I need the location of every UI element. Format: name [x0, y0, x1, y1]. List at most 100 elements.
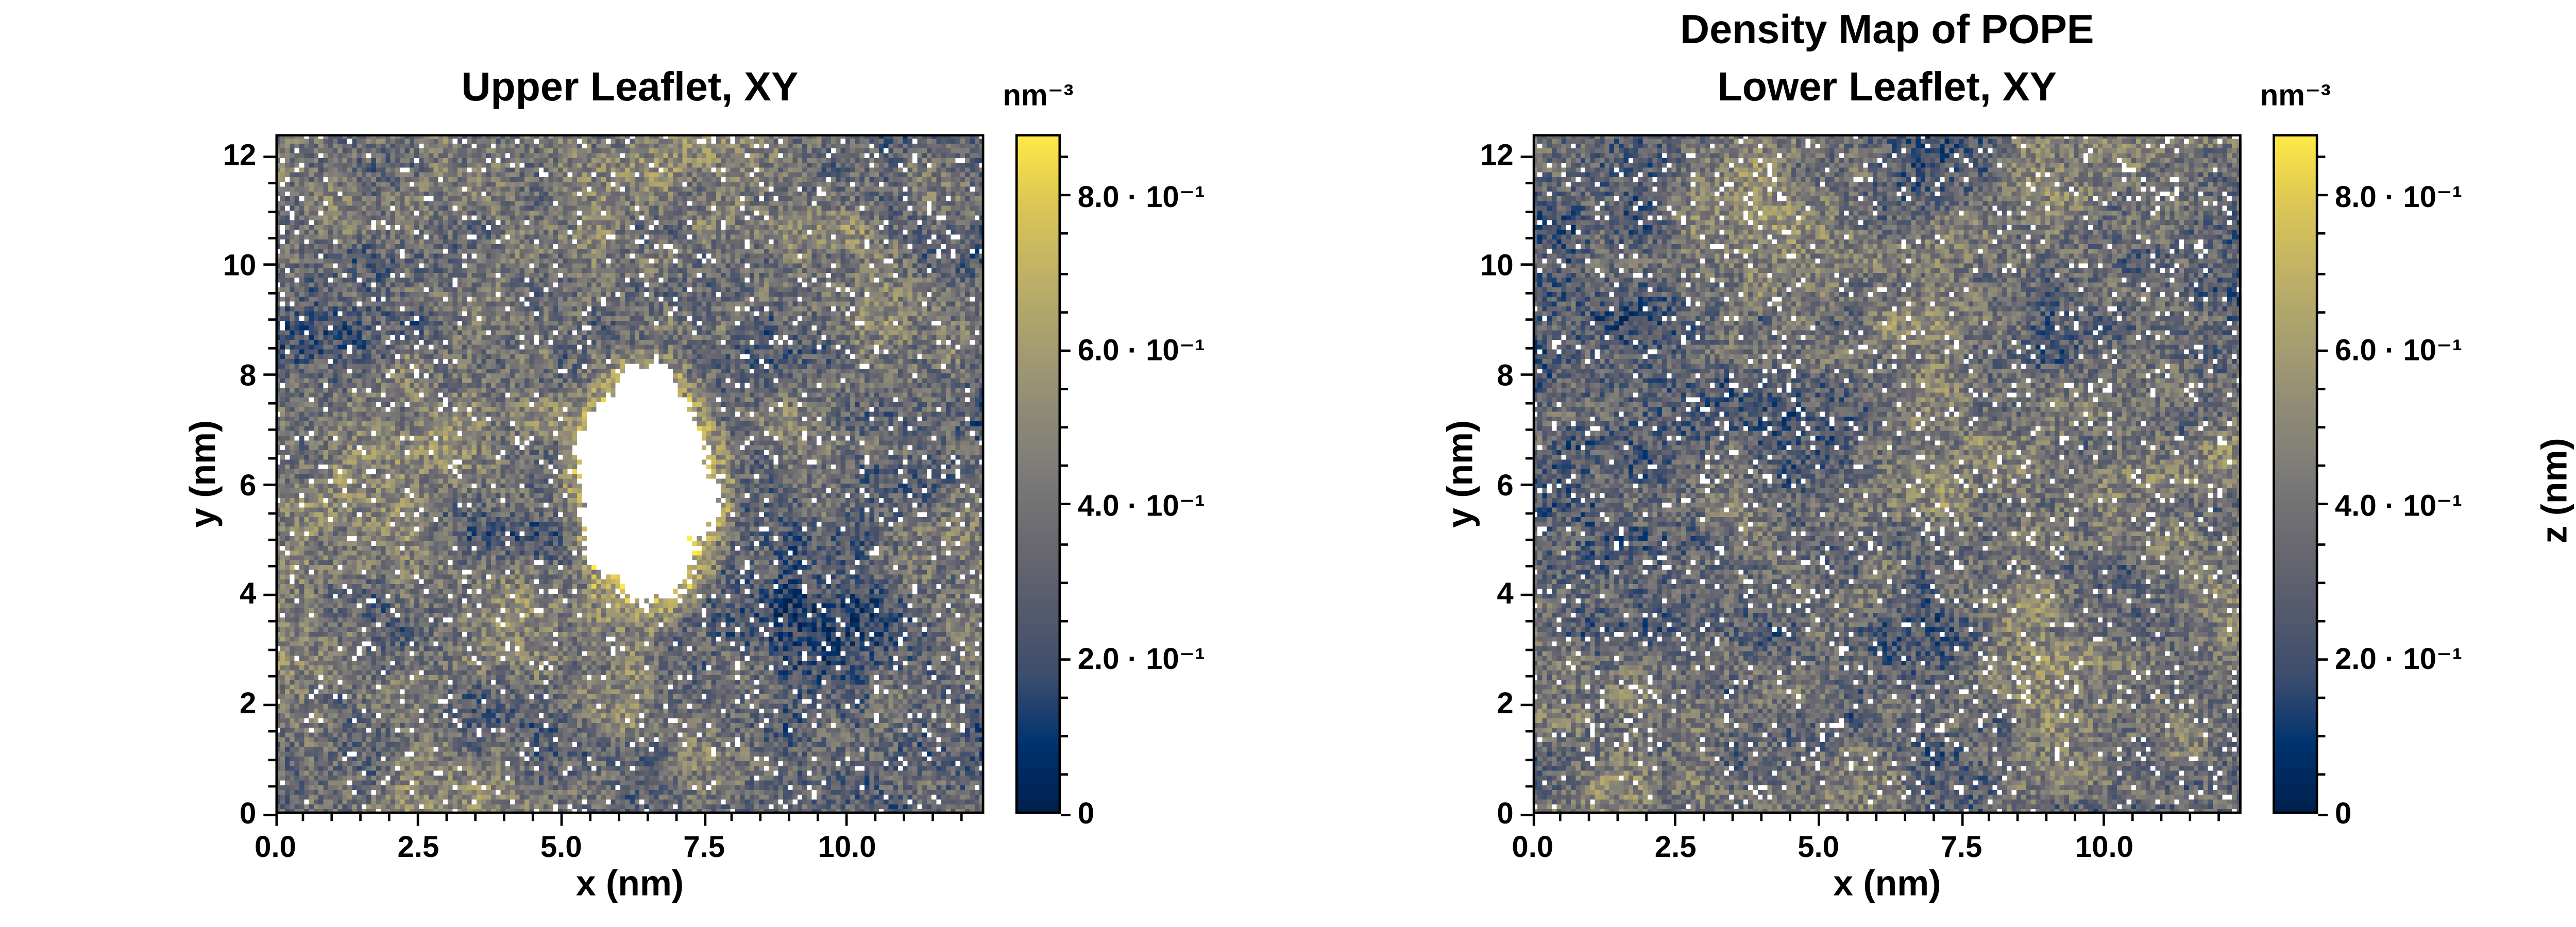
colorbar-tick-label: 0	[1077, 797, 1095, 831]
x-minor-tick-mark	[2217, 814, 2220, 821]
y-tick-label: 0	[1497, 797, 1514, 831]
x-minor-tick-mark	[1845, 814, 1849, 821]
colorbar-tick-label: 6.0 · 10⁻¹	[2334, 335, 2463, 369]
x-minor-tick-mark	[874, 814, 877, 821]
x-minor-tick-mark	[474, 814, 477, 821]
y-minor-tick-mark	[1525, 648, 1533, 651]
x-tick-label: 5.0	[1798, 830, 1839, 865]
y-minor-tick-mark	[1525, 730, 1533, 733]
y-tick-label: 6	[1497, 468, 1514, 502]
colorbar-minor-tick-mark	[2318, 310, 2325, 313]
colorbar-tick-mark	[2318, 813, 2328, 815]
x-tick-mark	[417, 814, 420, 826]
y-tick-mark	[263, 374, 276, 377]
y-tick-label: 0	[240, 797, 257, 831]
x-minor-tick-mark	[788, 814, 791, 821]
colorbar-tick-mark	[1061, 349, 1071, 352]
y-minor-tick-mark	[1525, 785, 1533, 788]
y-tick-label: 4	[1497, 577, 1514, 612]
colorbar-tick-label: 8.0 · 10⁻¹	[1077, 180, 1205, 214]
colorbar-minor-tick-mark	[2318, 542, 2325, 545]
x-tick-mark	[274, 814, 277, 826]
colorbar-minor-tick-mark	[2318, 233, 2325, 236]
x-minor-tick-mark	[931, 814, 934, 821]
y-minor-tick-mark	[1525, 428, 1533, 432]
x-tick-mark	[703, 814, 706, 826]
x-minor-tick-mark	[1788, 814, 1791, 821]
x-minor-tick-mark	[1731, 814, 1734, 821]
y-minor-tick-mark	[268, 785, 276, 788]
x-minor-tick-mark	[1874, 814, 1877, 821]
colorbar-minor-tick-mark	[2318, 156, 2325, 159]
colorbar-upper-canvas	[1015, 134, 1061, 814]
y-tick-label: 10	[1480, 249, 1514, 283]
y-tick-mark	[1520, 484, 1533, 486]
figure-suptitle: Density Map of POPE	[1680, 7, 2094, 53]
x-minor-tick-mark	[817, 814, 820, 821]
colorbar-tick-label: 8.0 · 10⁻¹	[2334, 180, 2463, 214]
y-tick-label: 8	[240, 358, 257, 392]
x-minor-tick-mark	[1617, 814, 1620, 821]
x-minor-tick-mark	[617, 814, 620, 821]
colorbar-minor-tick-mark	[1061, 580, 1067, 583]
y-tick-label: 0	[2538, 474, 2576, 507]
y-tick-label: 4	[240, 577, 257, 612]
y-minor-tick-mark	[268, 210, 276, 212]
colorbar-tick-label: 4.0 · 10⁻¹	[2334, 489, 2463, 523]
y-tick-label: -2	[2538, 606, 2576, 640]
y-tick-mark	[1520, 264, 1533, 267]
colorbar-tick-label: 2.0 · 10⁻¹	[1077, 644, 1205, 678]
x-tick-label: 0.0	[255, 830, 296, 865]
x-minor-tick-mark	[674, 814, 677, 821]
colorbar-minor-tick-mark	[1061, 310, 1067, 313]
heatmap-upper-leaflet-canvas	[275, 134, 985, 814]
x-tick-mark	[1674, 814, 1677, 826]
title-lower-leaflet: Lower Leaflet, XY	[1717, 64, 2057, 110]
x-tick-label: 10.0	[818, 830, 876, 865]
colorbar-lower-canvas	[2273, 134, 2318, 814]
y-minor-tick-mark	[1525, 621, 1533, 624]
x-tick-label: 0.0	[1512, 830, 1554, 865]
colorbar-minor-tick-mark	[1061, 774, 1067, 777]
x-tick-label: 10.0	[2075, 830, 2133, 865]
colorbar-minor-tick-mark	[2318, 696, 2325, 699]
x-minor-tick-mark	[1646, 814, 1649, 821]
y-minor-tick-mark	[1525, 319, 1533, 322]
colorbar-minor-tick-mark	[2318, 580, 2325, 583]
title-upper-leaflet: Upper Leaflet, XY	[461, 64, 799, 110]
colorbar-minor-tick-mark	[1061, 156, 1067, 159]
y-minor-tick-mark	[268, 730, 276, 733]
colorbar-tick-mark	[2318, 349, 2328, 352]
x-minor-tick-mark	[1588, 814, 1591, 821]
x-tick-mark	[560, 814, 563, 826]
colorbar-tick-mark	[2318, 504, 2328, 506]
x-minor-tick-mark	[1560, 814, 1563, 821]
y-minor-tick-mark	[1525, 565, 1533, 569]
x-minor-tick-mark	[502, 814, 505, 821]
colorbar-unit-label: nm⁻³	[2260, 79, 2331, 113]
x-minor-tick-mark	[2017, 814, 2020, 821]
colorbar-tick-mark	[1061, 813, 1071, 815]
x-axis-label: x (nm)	[575, 864, 684, 905]
y-minor-tick-mark	[1525, 182, 1533, 185]
y-minor-tick-mark	[1525, 347, 1533, 349]
x-minor-tick-mark	[1760, 814, 1762, 821]
y-tick-mark	[263, 484, 276, 486]
heatmap-lower-leaflet-canvas	[1532, 134, 2242, 814]
y-tick-label: 10	[223, 249, 257, 283]
y-minor-tick-mark	[268, 565, 276, 569]
y-minor-tick-mark	[1525, 675, 1533, 678]
x-minor-tick-mark	[531, 814, 534, 821]
colorbar-minor-tick-mark	[1061, 735, 1067, 738]
colorbar-minor-tick-mark	[2318, 388, 2325, 390]
x-minor-tick-mark	[388, 814, 391, 821]
colorbar-tick-label: 6.0 · 10⁻¹	[1077, 335, 1205, 369]
y-minor-tick-mark	[1525, 511, 1533, 514]
x-axis-label: x (nm)	[1833, 864, 1941, 905]
y-minor-tick-mark	[268, 291, 276, 295]
colorbar-tick-label: 2.0 · 10⁻¹	[2334, 644, 2463, 678]
x-minor-tick-mark	[1989, 814, 1991, 821]
x-tick-label: 2.5	[397, 830, 439, 865]
colorbar-minor-tick-mark	[2318, 735, 2325, 738]
